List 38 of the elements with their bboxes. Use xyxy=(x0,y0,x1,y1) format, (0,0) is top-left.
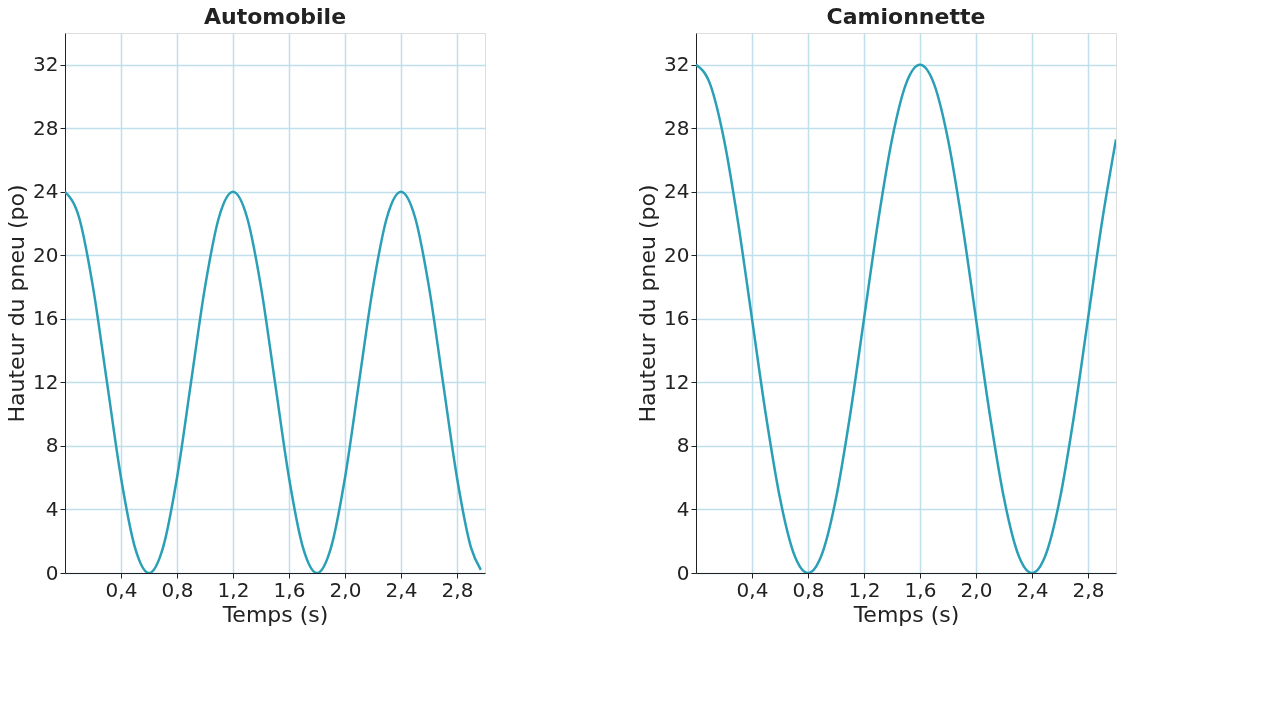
y-tick-label: 16 xyxy=(664,306,690,331)
y-tick-label: 24 xyxy=(33,179,59,204)
chart-title: Automobile xyxy=(203,4,347,29)
y-tick-label: 0 xyxy=(676,560,690,585)
chart-title: Camionnette xyxy=(826,4,986,29)
y-tick-label: 24 xyxy=(664,179,690,204)
y-tick-label: 12 xyxy=(664,369,690,394)
y-tick-label: 28 xyxy=(33,115,59,140)
y-tick-label: 8 xyxy=(45,433,59,458)
x-tick-label: 0,4 xyxy=(736,577,769,602)
x-tick-label: 2,0 xyxy=(960,577,993,602)
y-tick-label: 32 xyxy=(33,52,59,77)
x-tick-label: 2,4 xyxy=(385,577,418,602)
y-tick-label: 20 xyxy=(33,242,59,267)
y-tick-label: 0 xyxy=(45,560,59,585)
x-tick-label: 2,4 xyxy=(1016,577,1049,602)
y-tick-label: 28 xyxy=(664,115,690,140)
y-tick-label: 12 xyxy=(33,369,59,394)
y-tick-label: 4 xyxy=(45,496,59,521)
y-tick-label: 8 xyxy=(676,433,690,458)
x-tick-label: 0,4 xyxy=(105,577,138,602)
x-tick-label: 1,2 xyxy=(217,577,250,602)
y-tick-label: 16 xyxy=(33,306,59,331)
x-axis-title: Temps (s) xyxy=(221,601,329,627)
y-axis-title: Hauteur du pneu (po) xyxy=(4,184,30,423)
x-tick-label: 1,6 xyxy=(273,577,306,602)
x-tick-label: 1,2 xyxy=(848,577,881,602)
x-tick-label: 2,8 xyxy=(1072,577,1105,602)
x-axis-title: Temps (s) xyxy=(852,601,960,627)
x-tick-label: 2,8 xyxy=(441,577,474,602)
y-tick-label: 4 xyxy=(676,496,690,521)
x-tick-label: 0,8 xyxy=(792,577,825,602)
y-tick-label: 32 xyxy=(664,52,690,77)
x-tick-label: 2,0 xyxy=(329,577,362,602)
y-axis-title: Hauteur du pneu (po) xyxy=(635,184,661,423)
x-tick-label: 0,8 xyxy=(161,577,194,602)
y-tick-label: 20 xyxy=(664,242,690,267)
x-tick-label: 1,6 xyxy=(904,577,937,602)
